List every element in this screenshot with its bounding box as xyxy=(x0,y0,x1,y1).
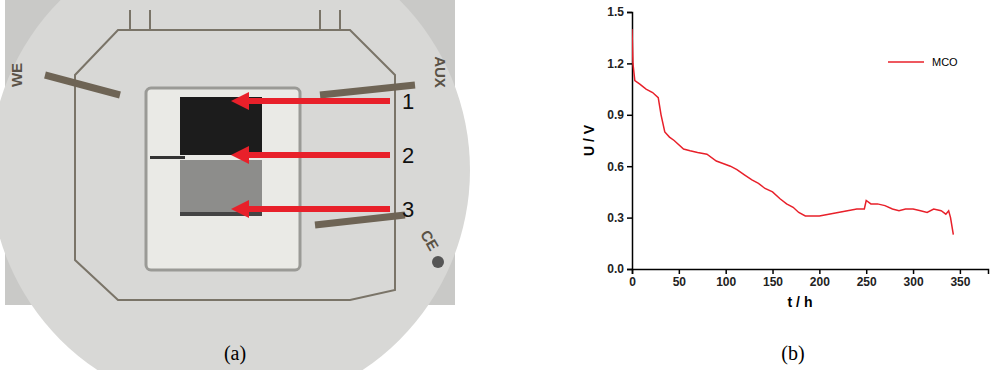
callout-label: 2 xyxy=(402,143,414,168)
x-tick: 350 xyxy=(950,269,970,289)
chart: 0 50 100 150 200 250 300 350 0.0 0.3 0.6 0.9 1.2 1.5 U… xyxy=(581,5,989,310)
x-axis-title: t / h xyxy=(788,294,813,310)
y-tick: 0.0 xyxy=(607,262,632,276)
photo-panel: WE AUX CE 1 2 3 xyxy=(0,0,470,370)
data-line xyxy=(632,29,953,235)
x-tick-label: 250 xyxy=(857,275,877,289)
y-tick-label: 0.9 xyxy=(607,108,624,122)
y-tick-mark xyxy=(627,115,632,117)
x-tick: 300 xyxy=(904,269,924,289)
screw xyxy=(432,256,444,268)
x-tick-label: 150 xyxy=(763,275,783,289)
y-tick-mark xyxy=(627,166,632,168)
x-tick-mark xyxy=(725,269,727,274)
x-tick-label: 0 xyxy=(629,275,636,289)
x-tick: 100 xyxy=(716,269,736,289)
cell-outline xyxy=(75,30,395,300)
electrode-arrow xyxy=(320,85,415,95)
figure: WE AUX CE 1 2 3 (a) (b) 0 50 100 150 200 250 300 350 0.0… xyxy=(0,0,998,370)
cell-body xyxy=(0,0,470,370)
x-tick-mark xyxy=(913,269,915,274)
x-tick: 50 xyxy=(673,269,687,289)
cell-tabs xyxy=(130,10,340,30)
callout-label: 3 xyxy=(402,197,414,222)
x-tick: 200 xyxy=(810,269,830,289)
electrode-label: AUX xyxy=(432,56,449,88)
y-tick-label: 1.2 xyxy=(607,57,624,71)
y-tick-label: 0.3 xyxy=(607,211,624,225)
panel-label: (b) xyxy=(781,342,804,365)
y-tick: 0.9 xyxy=(607,108,632,122)
window xyxy=(146,88,300,270)
legend: MCO xyxy=(888,56,958,68)
x-tick-mark xyxy=(679,269,681,274)
legend-label: MCO xyxy=(932,56,958,68)
x-tick-mark xyxy=(960,269,962,274)
y-axis: 0.0 0.3 0.6 0.9 1.2 1.5 xyxy=(607,5,632,276)
callout-arrow xyxy=(240,206,390,212)
x-tick-mark xyxy=(772,269,774,274)
sample-substrate xyxy=(180,160,262,212)
x-tick-mark xyxy=(866,269,868,274)
y-tick: 0.6 xyxy=(607,160,632,174)
y-tick-mark xyxy=(627,12,632,14)
x-tick-label: 300 xyxy=(904,275,924,289)
callout-arrow xyxy=(240,152,390,158)
x-tick-label: 50 xyxy=(673,275,687,289)
x-tick: 250 xyxy=(857,269,877,289)
x-tick: 150 xyxy=(763,269,783,289)
y-tick: 0.3 xyxy=(607,211,632,225)
y-tick-mark xyxy=(627,217,632,219)
sample-edge xyxy=(180,212,262,216)
separator xyxy=(150,156,185,159)
plot-area xyxy=(632,29,953,235)
y-tick-mark xyxy=(627,63,632,65)
electrode-arrow xyxy=(315,215,405,225)
legend-swatch xyxy=(888,61,924,63)
x-tick-label: 350 xyxy=(950,275,970,289)
x-axis: 0 50 100 150 200 250 300 350 xyxy=(629,269,988,289)
y-tick-label: 0.6 xyxy=(607,160,624,174)
y-tick: 1.2 xyxy=(607,57,632,71)
x-tick-label: 200 xyxy=(810,275,830,289)
x-tick-label: 100 xyxy=(716,275,736,289)
x-tick: 0 xyxy=(629,269,636,289)
sample-electrode xyxy=(180,97,262,155)
y-tick: 1.5 xyxy=(607,5,632,19)
y-tick-label: 0.0 xyxy=(607,262,624,276)
y-tick-label: 1.5 xyxy=(607,5,624,19)
y-axis-line xyxy=(627,13,633,270)
callout-arrow xyxy=(240,98,390,104)
x-axis-line xyxy=(633,270,989,275)
electrode-label: CE xyxy=(417,227,442,254)
electrode-arrow xyxy=(45,75,120,95)
electrode-label: WE xyxy=(8,63,25,87)
y-tick-mark xyxy=(627,269,632,271)
x-tick-mark xyxy=(819,269,821,274)
y-axis-title: U / V xyxy=(581,124,597,156)
panel-label: (a) xyxy=(224,342,246,365)
callout-label: 1 xyxy=(402,89,414,114)
